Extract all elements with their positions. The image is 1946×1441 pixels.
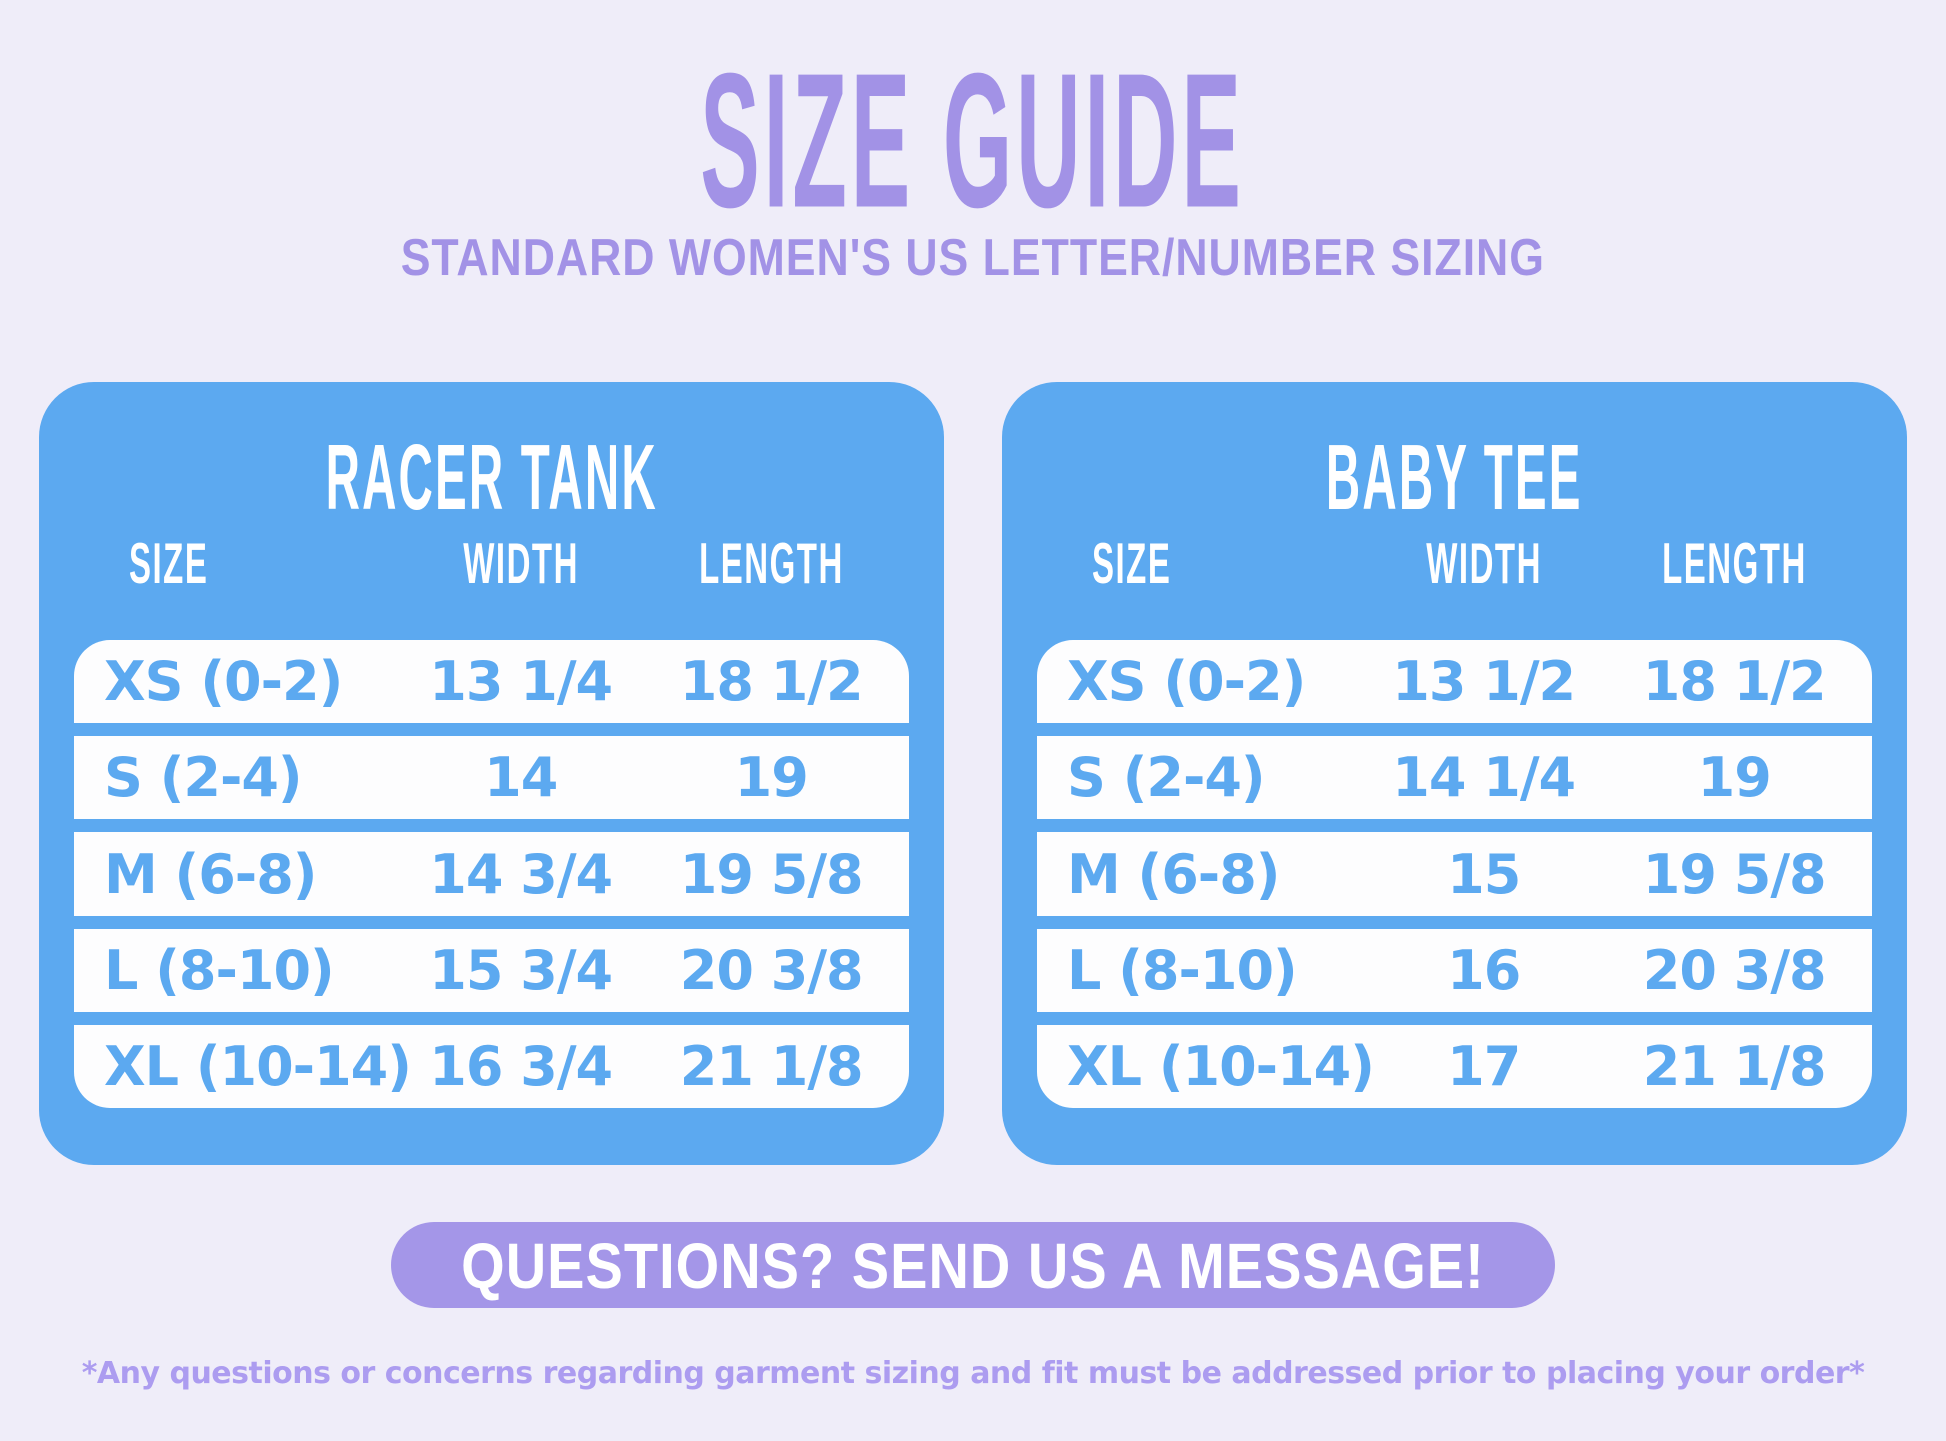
table-row: M (6-8) 15 19 5/8 [1037, 819, 1872, 915]
size-cell: S (2-4) [1067, 746, 1266, 810]
racer-tank-card: RACER TANK SIZE WIDTH LENGTH XS (0-2) 13… [39, 382, 944, 1165]
size-cell: XL (10-14) [1067, 1034, 1375, 1098]
size-cell: M (6-8) [1067, 842, 1280, 906]
column-header-size: SIZE [129, 532, 209, 596]
length-cell: 21 1/8 [679, 1034, 864, 1098]
baby-tee-column-headers: SIZE WIDTH LENGTH [1037, 532, 1872, 596]
size-tables: RACER TANK SIZE WIDTH LENGTH XS (0-2) 13… [0, 382, 1946, 1165]
column-header-size: SIZE [1092, 532, 1172, 596]
width-cell: 15 3/4 [429, 938, 613, 1002]
racer-tank-title-text: RACER TANK [325, 425, 658, 529]
length-cell: 18 1/2 [1642, 650, 1827, 714]
length-cell: 21 1/8 [1642, 1034, 1827, 1098]
width-cell: 16 3/4 [429, 1034, 613, 1098]
size-cell: L (8-10) [1067, 938, 1298, 1002]
baby-tee-title: BABY TEE [1037, 425, 1872, 529]
poster-header: SIZE GUIDE STANDARD WOMEN'S US LETTER/NU… [0, 33, 1946, 286]
size-cell: M (6-8) [104, 842, 317, 906]
table-row: M (6-8) 14 3/4 19 5/8 [74, 819, 909, 915]
page-title: SIZE GUIDE [0, 33, 1946, 247]
width-cell: 14 [484, 746, 558, 810]
table-row: XL (10-14) 16 3/4 21 1/8 [74, 1011, 909, 1108]
column-header-width: WIDTH [1425, 532, 1542, 596]
size-cell: XS (0-2) [1067, 650, 1306, 714]
table-row: XS (0-2) 13 1/2 18 1/2 [1037, 640, 1872, 723]
length-cell: 19 [734, 746, 809, 810]
size-cell: S (2-4) [104, 746, 303, 810]
baby-tee-title-text: BABY TEE [1326, 425, 1583, 529]
length-cell: 20 3/8 [679, 938, 864, 1002]
width-cell: 16 [1447, 938, 1521, 1002]
size-cell: L (8-10) [104, 938, 335, 1002]
column-header-length: LENGTH [698, 532, 844, 596]
page-subtitle-text: STANDARD WOMEN'S US LETTER/NUMBER SIZING [400, 227, 1546, 287]
width-cell: 13 1/2 [1392, 650, 1576, 714]
page-subtitle: STANDARD WOMEN'S US LETTER/NUMBER SIZING [0, 228, 1946, 286]
size-cell: XS (0-2) [104, 650, 343, 714]
width-cell: 15 [1447, 842, 1521, 906]
column-header-length: LENGTH [1661, 532, 1807, 596]
length-cell: 19 5/8 [1642, 842, 1827, 906]
length-cell: 18 1/2 [679, 650, 864, 714]
width-cell: 17 [1447, 1034, 1521, 1098]
size-cell: XL (10-14) [104, 1034, 412, 1098]
racer-tank-rows: XS (0-2) 13 1/4 18 1/2 S (2-4) 14 19 M (… [74, 640, 909, 1108]
table-row: L (8-10) 16 20 3/8 [1037, 915, 1872, 1012]
questions-cta-button[interactable]: QUESTIONS? SEND US A MESSAGE! [391, 1222, 1555, 1308]
table-row: S (2-4) 14 1/4 19 [1037, 723, 1872, 819]
table-row: XL (10-14) 17 21 1/8 [1037, 1011, 1872, 1108]
length-cell: 19 [1697, 746, 1772, 810]
width-cell: 14 3/4 [429, 842, 613, 906]
sizing-disclaimer: *Any questions or concerns regarding gar… [81, 1356, 1865, 1391]
table-row: XS (0-2) 13 1/4 18 1/2 [74, 640, 909, 723]
table-row: S (2-4) 14 19 [74, 723, 909, 819]
questions-cta-label: QUESTIONS? SEND US A MESSAGE! [461, 1228, 1485, 1302]
racer-tank-title: RACER TANK [74, 425, 909, 529]
page-title-text: SIZE GUIDE [700, 33, 1246, 248]
column-header-width: WIDTH [462, 532, 579, 596]
table-row: L (8-10) 15 3/4 20 3/8 [74, 915, 909, 1012]
length-cell: 20 3/8 [1642, 938, 1827, 1002]
baby-tee-card: BABY TEE SIZE WIDTH LENGTH XS (0-2) 13 1… [1002, 382, 1907, 1165]
width-cell: 13 1/4 [429, 650, 613, 714]
width-cell: 14 1/4 [1392, 746, 1576, 810]
racer-tank-column-headers: SIZE WIDTH LENGTH [74, 532, 909, 596]
length-cell: 19 5/8 [679, 842, 864, 906]
baby-tee-rows: XS (0-2) 13 1/2 18 1/2 S (2-4) 14 1/4 19… [1037, 640, 1872, 1108]
